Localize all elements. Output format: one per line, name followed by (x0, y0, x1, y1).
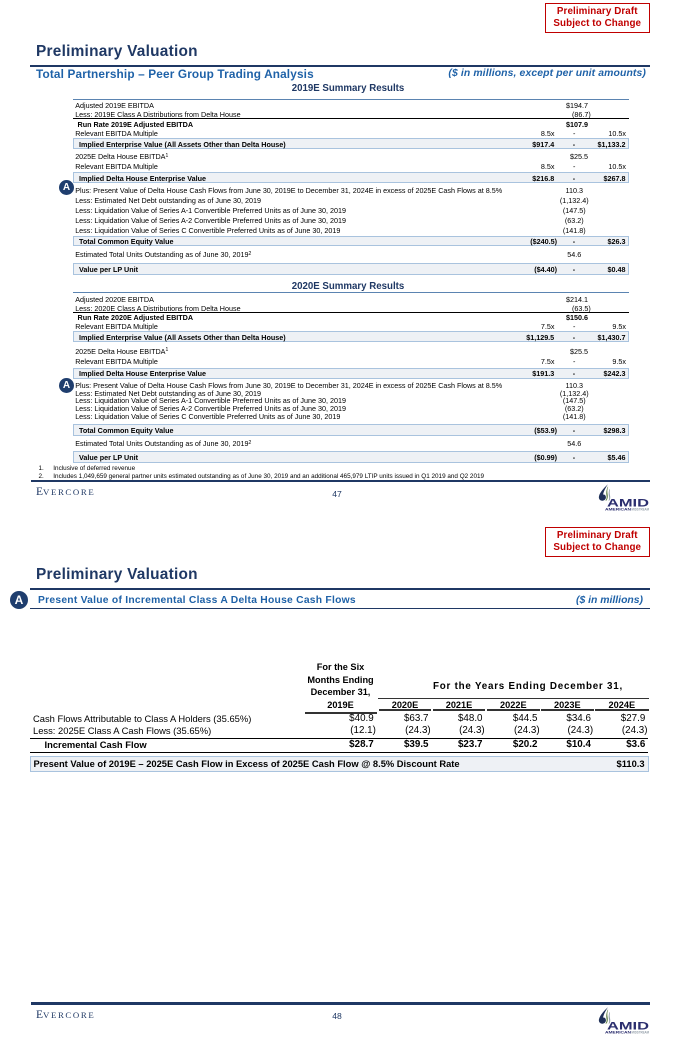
svg-text:AMID: AMID (607, 498, 649, 510)
svg-text:MIDSTREAM: MIDSTREAM (632, 507, 650, 511)
svg-text:AMERICAN: AMERICAN (605, 1030, 632, 1034)
svg-text:AMID: AMID (607, 1021, 649, 1033)
svg-text:AMERICAN: AMERICAN (605, 507, 632, 511)
svg-text:MIDSTREAM: MIDSTREAM (632, 1030, 650, 1034)
